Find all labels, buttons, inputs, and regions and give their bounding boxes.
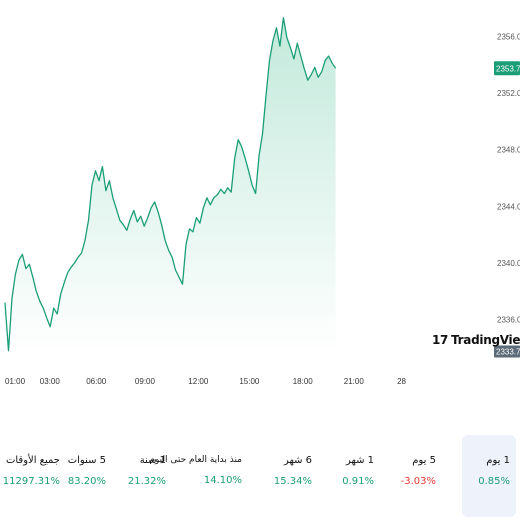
tradingview-logo: 17TradingView: [432, 333, 520, 347]
y-tick-label: 2340.00: [497, 259, 520, 268]
performance-stats: 1 يوم 0.85% 5 يوم -3.03% 1 شهر 0.91% 6 ش…: [0, 433, 520, 520]
x-tick-label: 21:00: [344, 377, 365, 386]
stat-label: 5 يوم: [412, 455, 436, 466]
stat-label: 1 شهر: [345, 455, 374, 466]
stat-label: 1 سنة: [139, 455, 166, 466]
price-area-fill: [5, 17, 336, 356]
stat-label: منذ بداية العام حتى اليوم: [149, 455, 242, 465]
x-tick-label: 09:00: [135, 377, 156, 386]
stat-ytd[interactable]: منذ بداية العام حتى اليوم 14.10%: [149, 455, 242, 486]
stat-1m[interactable]: 1 شهر 0.91%: [316, 455, 374, 487]
y-tick-label: 2356.00: [497, 32, 520, 41]
stat-1y[interactable]: 1 سنة 21.32%: [108, 455, 166, 487]
stat-value: 83.20%: [67, 476, 106, 487]
tradingview-logo-text: TradingView: [451, 333, 520, 347]
stat-value: 15.34%: [273, 476, 312, 487]
x-tick-label: 01:00: [5, 377, 26, 386]
y-tick-label: 2336.00: [497, 316, 520, 325]
stat-6m[interactable]: 6 شهر 15.34%: [254, 455, 312, 487]
x-tick-label: 28: [397, 377, 406, 386]
x-tick-label: 06:00: [86, 377, 107, 386]
stat-value: 21.32%: [127, 476, 166, 487]
y-tick-label: 2352.00: [497, 89, 520, 98]
stat-value: 0.91%: [342, 476, 374, 487]
stat-label: جميع الأوقات: [5, 455, 60, 466]
stat-all[interactable]: جميع الأوقات 11297.31%: [0, 455, 60, 487]
tradingview-logo-icon: 17: [432, 333, 449, 347]
x-tick-label: 03:00: [40, 377, 61, 386]
stat-value: -3.03%: [400, 476, 436, 487]
stat-value: 14.10%: [203, 475, 242, 486]
x-tick-label: 18:00: [293, 377, 314, 386]
x-tick-label: 12:00: [188, 377, 209, 386]
current-price-label: 2353.74: [496, 64, 520, 73]
stat-value: 0.85%: [478, 476, 510, 487]
price-line: [4, 17, 337, 352]
low-price-label: 2333.75: [496, 347, 520, 356]
stat-label: 5 سنوات: [67, 455, 106, 466]
x-tick-label: 15:00: [239, 377, 260, 386]
stat-label: 6 شهر: [283, 455, 312, 466]
stat-5d[interactable]: 5 يوم -3.03%: [378, 455, 436, 487]
stat-value: 11297.31%: [2, 476, 60, 487]
stat-5y[interactable]: 5 سنوات 83.20%: [48, 455, 106, 487]
stat-1d[interactable]: 1 يوم 0.85%: [462, 435, 516, 517]
y-tick-label: 2348.00: [497, 146, 520, 155]
price-chart[interactable]: 2336.00 2340.00 2344.00 2348.00 2352.00 2356.…: [0, 0, 520, 395]
current-price-badge: [494, 61, 520, 76]
y-tick-label: 2344.00: [497, 202, 520, 211]
low-price-badge: [494, 345, 520, 358]
stat-label: 1 يوم: [486, 455, 510, 466]
